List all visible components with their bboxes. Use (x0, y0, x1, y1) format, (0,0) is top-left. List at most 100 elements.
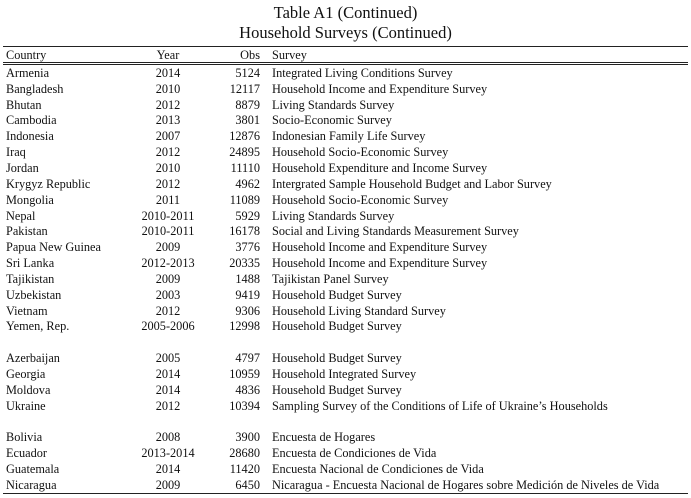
table-row: Ukraine 2012 10394 Sampling Survey of the C… (3, 398, 688, 414)
cell-country: Yemen, Rep. (6, 319, 70, 334)
cell-country: Nepal (6, 208, 36, 223)
cell-country: Guatemala (6, 462, 60, 477)
cell-year: 2005-2006 (141, 319, 195, 334)
cell-year: 2014 (155, 382, 181, 397)
table-row: Yemen, Rep. 2005-2006 12998 Household Budge… (3, 319, 688, 335)
cell-survey: Household Socio-Economic Survey (272, 145, 449, 160)
cell-survey: Household Income and Expenditure Survey (272, 81, 488, 96)
cell-survey: Household Living Standard Survey (272, 303, 446, 318)
table-row: Indonesia 2007 12876 Indonesian Family Life… (3, 128, 688, 144)
table-row: Nicaragua 2009 6450 Nicaragua - Encuesta Na… (3, 476, 688, 494)
table-row: Jordan 2010 11110 Household Expenditure and… (3, 160, 688, 176)
header-year: Year (124, 46, 209, 65)
cell-survey: Intergrated Sample Household Budget and … (272, 176, 552, 191)
cell-year: 2010 (155, 81, 181, 96)
cell-country: Moldova (6, 382, 51, 397)
cell-country: Indonesia (6, 129, 54, 144)
cell-country: Mongolia (6, 192, 54, 207)
cell-year: 2014 (155, 366, 181, 381)
cell-year: 2013 (155, 113, 181, 128)
cell-country: Georgia (6, 366, 46, 381)
table-row: Krygyz Republic 2012 4962 Intergrated Sampl… (3, 176, 688, 192)
cell-obs: 24895 (229, 145, 260, 160)
group-spacer (3, 334, 688, 350)
cell-obs: 16178 (229, 224, 260, 239)
table-row: Pakistan 2010-2011 16178 Social and Living … (3, 223, 688, 239)
table-subtitle: Household Surveys (Continued) (239, 23, 452, 42)
table-row: Ecuador 2013-2014 28680 Encuesta de Condici… (3, 445, 688, 461)
cell-survey: Encuesta Nacional de Condiciones de Vida (272, 462, 484, 477)
cell-year: 2014 (155, 65, 181, 80)
table-row: Georgia 2014 10959 Household Integrated Sur… (3, 366, 688, 382)
cell-country: Krygyz Republic (6, 176, 91, 191)
cell-survey: Household Budget Survey (272, 287, 402, 302)
header-row: Country Year Obs Survey (3, 46, 688, 65)
cell-survey: Household Socio-Economic Survey (272, 192, 449, 207)
cell-year: 2012 (155, 145, 181, 160)
cell-obs: 5124 (235, 65, 260, 80)
cell-obs: 11420 (229, 462, 260, 477)
cell-country: Bangladesh (6, 81, 64, 96)
cell-survey: Household Budget Survey (272, 319, 402, 334)
cell-country: Jordan (6, 160, 39, 175)
cell-year: 2010 (155, 160, 181, 175)
table-row: Tajikistan 2009 1488 Tajikistan Panel Surve… (3, 271, 688, 287)
table-row: Cambodia 2013 3801 Socio-Economic Survey (3, 113, 688, 129)
cell-survey: Indonesian Family Life Survey (272, 129, 426, 144)
cell-year: 2008 (155, 430, 181, 445)
cell-obs: 9306 (235, 303, 260, 318)
cell-country: Nicaragua (3, 476, 124, 494)
header-survey: Survey (264, 46, 688, 65)
header-country: Country (3, 46, 124, 65)
cell-obs: 1488 (235, 271, 260, 286)
table-row: Nepal 2010-2011 5929 Living Standards Surve… (3, 208, 688, 224)
spacer-cell (3, 414, 688, 430)
table-row: Bolivia 2008 3900 Encuesta de Hogares (3, 429, 688, 445)
table-row: Moldova 2014 4836 Household Budget Survey (3, 382, 688, 398)
cell-survey: Nicaragua - Encuesta Nacional de Hogares… (264, 476, 688, 494)
header-obs: Obs (209, 46, 264, 65)
cell-obs: 12998 (229, 319, 260, 334)
cell-survey: Integrated Living Conditions Survey (272, 65, 453, 80)
cell-country: Ukraine (6, 398, 46, 413)
cell-country: Uzbekistan (6, 287, 62, 302)
cell-survey: Encuesta de Hogares (272, 430, 376, 445)
cell-country: Cambodia (6, 113, 57, 128)
cell-survey: Living Standards Survey (272, 97, 395, 112)
table-row: Mongolia 2011 11089 Household Socio-Economi… (3, 192, 688, 208)
cell-year: 2012-2013 (141, 256, 195, 271)
cell-survey: Living Standards Survey (272, 208, 395, 223)
cell-obs: 12876 (229, 129, 260, 144)
cell-year: 2013-2014 (141, 446, 195, 461)
spacer-cell (3, 334, 688, 350)
cell-obs: 6450 (209, 476, 264, 494)
cell-obs: 5929 (235, 208, 260, 223)
table-body: Armenia 2014 5124 Integrated Living Conditi… (3, 64, 688, 494)
survey-table: Country Year Obs Survey Armenia 2014 5124 I… (3, 46, 688, 494)
cell-year: 2009 (155, 271, 181, 286)
cell-country: Armenia (6, 65, 50, 80)
cell-year: 2009 (124, 476, 209, 494)
cell-year: 2011 (155, 192, 181, 207)
cell-obs: 28680 (229, 446, 260, 461)
cell-year: 2009 (155, 240, 181, 255)
cell-obs: 10394 (229, 398, 260, 413)
cell-country: Iraq (6, 145, 26, 160)
cell-country: Sri Lanka (6, 256, 55, 271)
cell-year: 2012 (155, 398, 181, 413)
cell-year: 2012 (155, 303, 181, 318)
cell-year: 2012 (155, 176, 181, 191)
cell-obs: 10959 (229, 366, 260, 381)
cell-obs: 3801 (235, 113, 260, 128)
table-title: Table A1 (Continued) (273, 3, 418, 22)
cell-year: 2012 (155, 97, 181, 112)
cell-obs: 11089 (229, 192, 260, 207)
cell-survey: Social and Living Standards Measurement … (272, 224, 519, 239)
cell-survey: Encuesta de Condiciones de Vida (272, 446, 437, 461)
cell-year: 2007 (155, 129, 181, 144)
cell-survey: Household Income and Expenditure Survey (272, 256, 488, 271)
cell-obs: 9419 (235, 287, 260, 302)
cell-obs: 20335 (229, 256, 260, 271)
table-row: Bangladesh 2010 12117 Household Income and … (3, 81, 688, 97)
cell-country: Ecuador (6, 446, 47, 461)
